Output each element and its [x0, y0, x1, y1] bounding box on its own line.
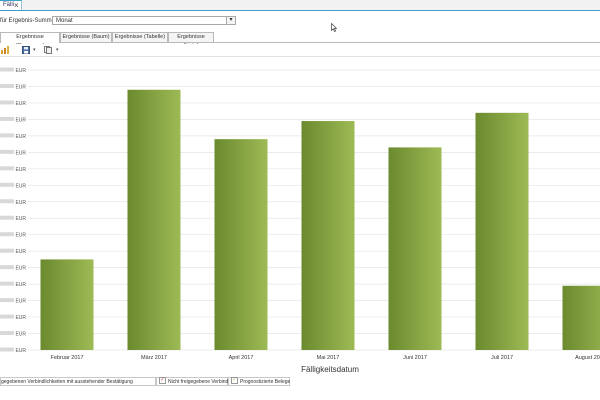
grouping-select[interactable]: Monat ▾	[52, 16, 236, 25]
x-tick-label: April 2017	[229, 355, 254, 361]
y-tick-mask	[0, 232, 14, 237]
x-tick-label: August 201	[575, 355, 600, 361]
y-tick-label: EUR	[15, 150, 26, 156]
x-tick-label: März 2017	[141, 355, 167, 361]
y-tick-label: EUR	[15, 249, 26, 255]
document-tab-strip: Fälli ×	[0, 0, 600, 11]
bar[interactable]	[127, 89, 181, 350]
y-tick-mask	[0, 265, 14, 270]
y-tick-label: EUR	[15, 167, 26, 173]
y-tick-mask	[0, 347, 14, 352]
y-tick-label: EUR	[15, 282, 26, 288]
x-tick-label: Februar 2017	[50, 355, 83, 361]
y-tick-label: EUR	[15, 348, 26, 354]
close-icon[interactable]: ×	[14, 1, 19, 10]
y-tick-mask	[0, 116, 14, 121]
y-tick-mask	[0, 298, 14, 303]
legend-item-ausstehende-bestaetigung[interactable]: gegebenen Verbindlichkeiten mit ausstehe…	[0, 377, 156, 386]
y-tick-mask	[0, 83, 14, 88]
y-tick-label: EUR	[15, 117, 26, 123]
chart-legend: gegebenen Verbindlichkeiten mit ausstehe…	[0, 377, 600, 387]
mouse-cursor-icon	[331, 23, 337, 32]
y-tick-mask	[0, 100, 14, 105]
chart-toolbar: ▾ ▾	[0, 44, 600, 57]
y-tick-label: EUR	[15, 332, 26, 338]
y-tick-label: EUR	[15, 134, 26, 140]
grouping-select-value: Monat	[56, 18, 73, 24]
y-tick-label: EUR	[15, 266, 26, 272]
tab-ergebnisse-diagramm[interactable]: Ergebnisse (Diagramm)	[0, 32, 60, 49]
checkbox-icon[interactable]: ✓	[159, 377, 166, 385]
dropdown-arrow-icon[interactable]: ▾	[33, 47, 36, 53]
y-tick-label: EUR	[15, 101, 26, 107]
y-tick-label: EUR	[15, 315, 26, 321]
grouping-label: für Ergebnis-Summen:	[0, 18, 61, 24]
checkbox-icon[interactable]: ✓	[231, 377, 238, 385]
y-tick-mask	[0, 166, 14, 171]
document-tab-title: Fälli	[3, 2, 15, 8]
legend-label: gegebenen Verbindlichkeiten mit ausstehe…	[1, 379, 133, 385]
y-tick-label: EUR	[15, 233, 26, 239]
y-tick-label: EUR	[15, 216, 26, 222]
chart-area: EUR EUR EUR EUR EUR EUR EUR EUR EUR EUR EUR EUR EUR E…	[0, 58, 600, 376]
bar[interactable]	[562, 285, 600, 350]
chevron-down-icon[interactable]: ▾	[226, 17, 235, 24]
bar[interactable]	[40, 259, 94, 350]
copy-icon[interactable]	[44, 46, 52, 54]
bar[interactable]	[301, 121, 355, 350]
tab-ergebnisse-liste[interactable]: Ergebnisse (Liste)	[168, 32, 214, 49]
dropdown-arrow-icon[interactable]: ▾	[56, 47, 59, 53]
bar-chart: EUR EUR EUR EUR EUR EUR EUR EUR EUR EUR EUR EUR EUR E…	[0, 67, 600, 374]
legend-item-nicht-freigegeben[interactable]: ✓ Nicht freigegebene Verbindlichkeiten	[156, 377, 249, 386]
y-tick-label: EUR	[15, 68, 26, 74]
x-tick-label: Juli 2017	[491, 355, 513, 361]
y-tick-label: EUR	[15, 84, 26, 90]
y-tick-mask	[0, 215, 14, 220]
tab-ergebnisse-tabelle[interactable]: Ergebnisse (Tabelle)	[112, 32, 168, 42]
bar[interactable]	[475, 112, 529, 350]
y-tick-mask	[0, 182, 14, 187]
y-tick-mask	[0, 133, 14, 138]
y-tick-label: EUR	[15, 200, 26, 206]
y-tick-mask	[0, 248, 14, 253]
y-tick-mask	[0, 281, 14, 286]
bar[interactable]	[214, 139, 268, 350]
save-icon[interactable]	[22, 46, 30, 54]
tab-ergebnisse-baum[interactable]: Ergebnisse (Baum)	[60, 32, 112, 42]
y-tick-mask	[0, 199, 14, 204]
x-tick-label: Mai 2017	[317, 355, 340, 361]
y-tick-mask	[0, 149, 14, 154]
bar[interactable]	[388, 147, 442, 350]
result-tabs: Ergebnisse (Diagramm) Ergebnisse (Baum) …	[0, 32, 600, 49]
x-axis-label: Fälligkeitsdatum	[301, 365, 359, 374]
x-tick-label: Juni 2017	[403, 355, 427, 361]
legend-item-prognostizierte-belege[interactable]: ✓ Prognostizierte Belege	[228, 377, 290, 386]
y-tick-mask	[0, 314, 14, 319]
legend-label: Nicht freigegebene Verbindlichkeiten	[168, 379, 250, 385]
y-tick-label: EUR	[15, 299, 26, 305]
document-tab[interactable]: Fälli ×	[0, 0, 22, 10]
y-tick-mask	[0, 331, 14, 336]
y-tick-mask	[0, 67, 14, 72]
chart-settings-icon[interactable]	[1, 46, 9, 54]
y-tick-label: EUR	[15, 183, 26, 189]
legend-label: Prognostizierte Belege	[240, 379, 291, 385]
